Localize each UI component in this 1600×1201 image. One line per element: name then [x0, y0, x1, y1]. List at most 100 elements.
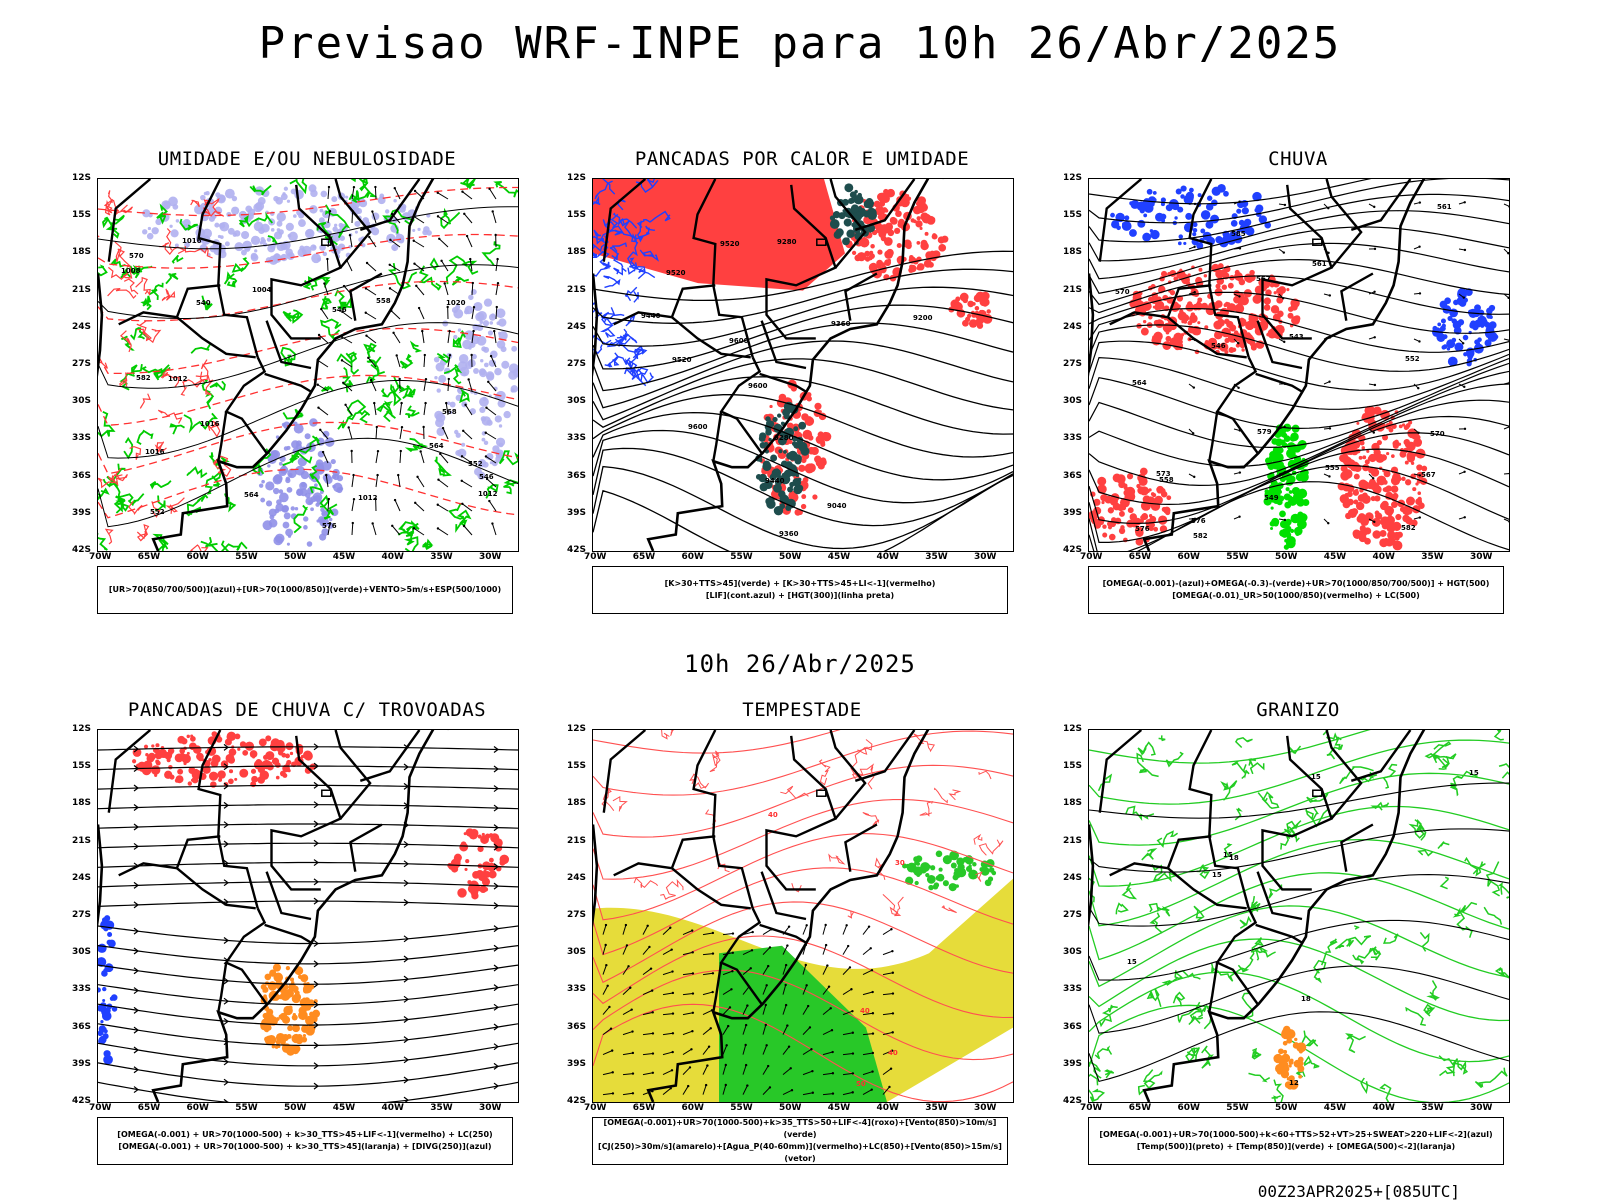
latitude-label: 15S: [72, 761, 91, 771]
longitude-label: 30W: [1470, 1103, 1492, 1113]
contour-label: 9600: [748, 382, 768, 390]
latitude-label: 21S: [567, 285, 586, 295]
panel-title: UMIDADE E/OU NEBULOSIDADE: [57, 148, 557, 170]
latitude-label: 21S: [72, 285, 91, 295]
latitude-label: 15S: [72, 210, 91, 220]
latitude-label: 30S: [72, 396, 91, 406]
longitude-label: 70W: [584, 552, 606, 562]
latitude-label: 27S: [72, 910, 91, 920]
longitude-label: 45W: [333, 1103, 355, 1113]
contour-label: 564: [1132, 379, 1147, 387]
latitude-label: 12S: [72, 724, 91, 734]
panel-legend: [K>30+TTS>45](verde) + [K>30+TTS>45+LI<-…: [592, 566, 1008, 614]
contour-label: 582: [136, 374, 151, 382]
longitude-label: 55W: [235, 1103, 257, 1113]
contour-label: 540: [196, 299, 211, 307]
latitude-label: 24S: [72, 873, 91, 883]
latitude-label: 27S: [567, 359, 586, 369]
longitude-label: 35W: [925, 1103, 947, 1113]
longitude-label: 50W: [1275, 1103, 1297, 1113]
longitude-label: 30W: [479, 1103, 501, 1113]
longitude-label: 55W: [1226, 552, 1248, 562]
legend-line: [OMEGA(-0.001) + UR>70(1000-500) + k>30_…: [118, 1141, 491, 1153]
contour-label: 1012: [478, 490, 498, 498]
contour-label: 9600: [729, 337, 749, 345]
longitude-label: 60W: [682, 552, 704, 562]
legend-line: [OMEGA(-0.001)-(azul)+OMEGA(-0.3)-(verde…: [1103, 578, 1490, 590]
latitude-label: 30S: [567, 947, 586, 957]
latitude-label: 33S: [567, 433, 586, 443]
latitude-label: 30S: [1063, 947, 1082, 957]
latitude-label: 24S: [567, 873, 586, 883]
latitude-label: 21S: [1063, 836, 1082, 846]
contour-label: 546: [479, 473, 494, 481]
latitude-label: 27S: [72, 359, 91, 369]
contour-label: 564: [244, 491, 259, 499]
longitude-label: 35W: [430, 1103, 452, 1113]
longitude-label: 65W: [1129, 1103, 1151, 1113]
legend-line: [OMEGA(-0.01)_UR>50(1000/850)(vermelho) …: [1172, 590, 1420, 602]
longitude-label: 40W: [382, 1103, 404, 1113]
contour-label: 564: [429, 442, 444, 450]
legend-line: [OMEGA(-0.001)+UR>70(1000-500)+k<60+TTS>…: [1099, 1129, 1492, 1141]
contour-label: 558: [1159, 476, 1174, 484]
panel-legend: [OMEGA(-0.001)+UR>70(1000-500)+k<60+TTS>…: [1088, 1117, 1504, 1165]
latitude-label: 36S: [72, 1022, 91, 1032]
latitude-label: 15S: [567, 761, 586, 771]
longitude-label: 45W: [828, 552, 850, 562]
latitude-label: 15S: [567, 210, 586, 220]
contour-label: 555: [1325, 464, 1340, 472]
contour-label: 567: [1421, 471, 1436, 479]
panel-legend: [OMEGA(-0.001)-(azul)+OMEGA(-0.3)-(verde…: [1088, 566, 1504, 614]
longitude-label: 55W: [730, 552, 752, 562]
longitude-label: 35W: [1421, 1103, 1443, 1113]
latitude-label: 33S: [72, 984, 91, 994]
run-timestamp: 00Z23APR2025+[085UTC]: [1258, 1182, 1460, 1201]
latitude-label: 33S: [567, 984, 586, 994]
main-title: Previsao WRF-INPE para 10h 26/Abr/2025: [0, 18, 1600, 69]
longitude-label: 65W: [138, 1103, 160, 1113]
latitude-label: 12S: [567, 173, 586, 183]
latitude-label: 18S: [1063, 247, 1082, 257]
latitude-label: 33S: [1063, 433, 1082, 443]
contour-label: 15: [1469, 769, 1479, 777]
latitude-label: 12S: [1063, 173, 1082, 183]
latitude-label: 33S: [1063, 984, 1082, 994]
latitude-label: 33S: [72, 433, 91, 443]
longitude-label: 50W: [284, 1103, 306, 1113]
contour-label: 570: [129, 252, 144, 260]
contour-label: 568: [442, 408, 457, 416]
panel-title: GRANIZO: [1048, 699, 1548, 721]
longitude-label: 60W: [1178, 552, 1200, 562]
latitude-label: 36S: [1063, 1022, 1082, 1032]
contour-label: 12: [1289, 1079, 1299, 1087]
panel-title: PANCADAS DE CHUVA C/ TROVOADAS: [57, 699, 557, 721]
latitude-label: 39S: [567, 508, 586, 518]
latitude-label: 21S: [1063, 285, 1082, 295]
contour-label: 549: [1264, 494, 1279, 502]
contour-label: 40: [860, 1007, 870, 1015]
latitude-label: 18S: [1063, 798, 1082, 808]
latitude-label: 18S: [567, 798, 586, 808]
longitude-label: 55W: [1226, 1103, 1248, 1113]
contour-label: 9520: [666, 269, 686, 277]
panel-legend: [OMEGA(-0.001)+UR>70(1000-500)+k>35_TTS>…: [592, 1117, 1008, 1165]
panel-title: PANCADAS POR CALOR E UMIDADE: [552, 148, 1052, 170]
legend-line: [LIF](cont.azul) + [HGT(300)](linha pret…: [706, 590, 894, 602]
latitude-label: 24S: [1063, 322, 1082, 332]
longitude-label: 50W: [779, 552, 801, 562]
contour-label: 576: [1135, 525, 1150, 533]
longitude-label: 35W: [1421, 552, 1443, 562]
longitude-label: 55W: [235, 552, 257, 562]
forecast-map: [97, 729, 519, 1103]
contour-label: 18: [1301, 995, 1311, 1003]
longitude-label: 40W: [1373, 1103, 1395, 1113]
latitude-label: 39S: [72, 1059, 91, 1069]
contour-label: 552: [150, 508, 165, 516]
contour-label: 576: [1191, 517, 1206, 525]
latitude-label: 21S: [72, 836, 91, 846]
contour-label: 9280: [777, 238, 797, 246]
